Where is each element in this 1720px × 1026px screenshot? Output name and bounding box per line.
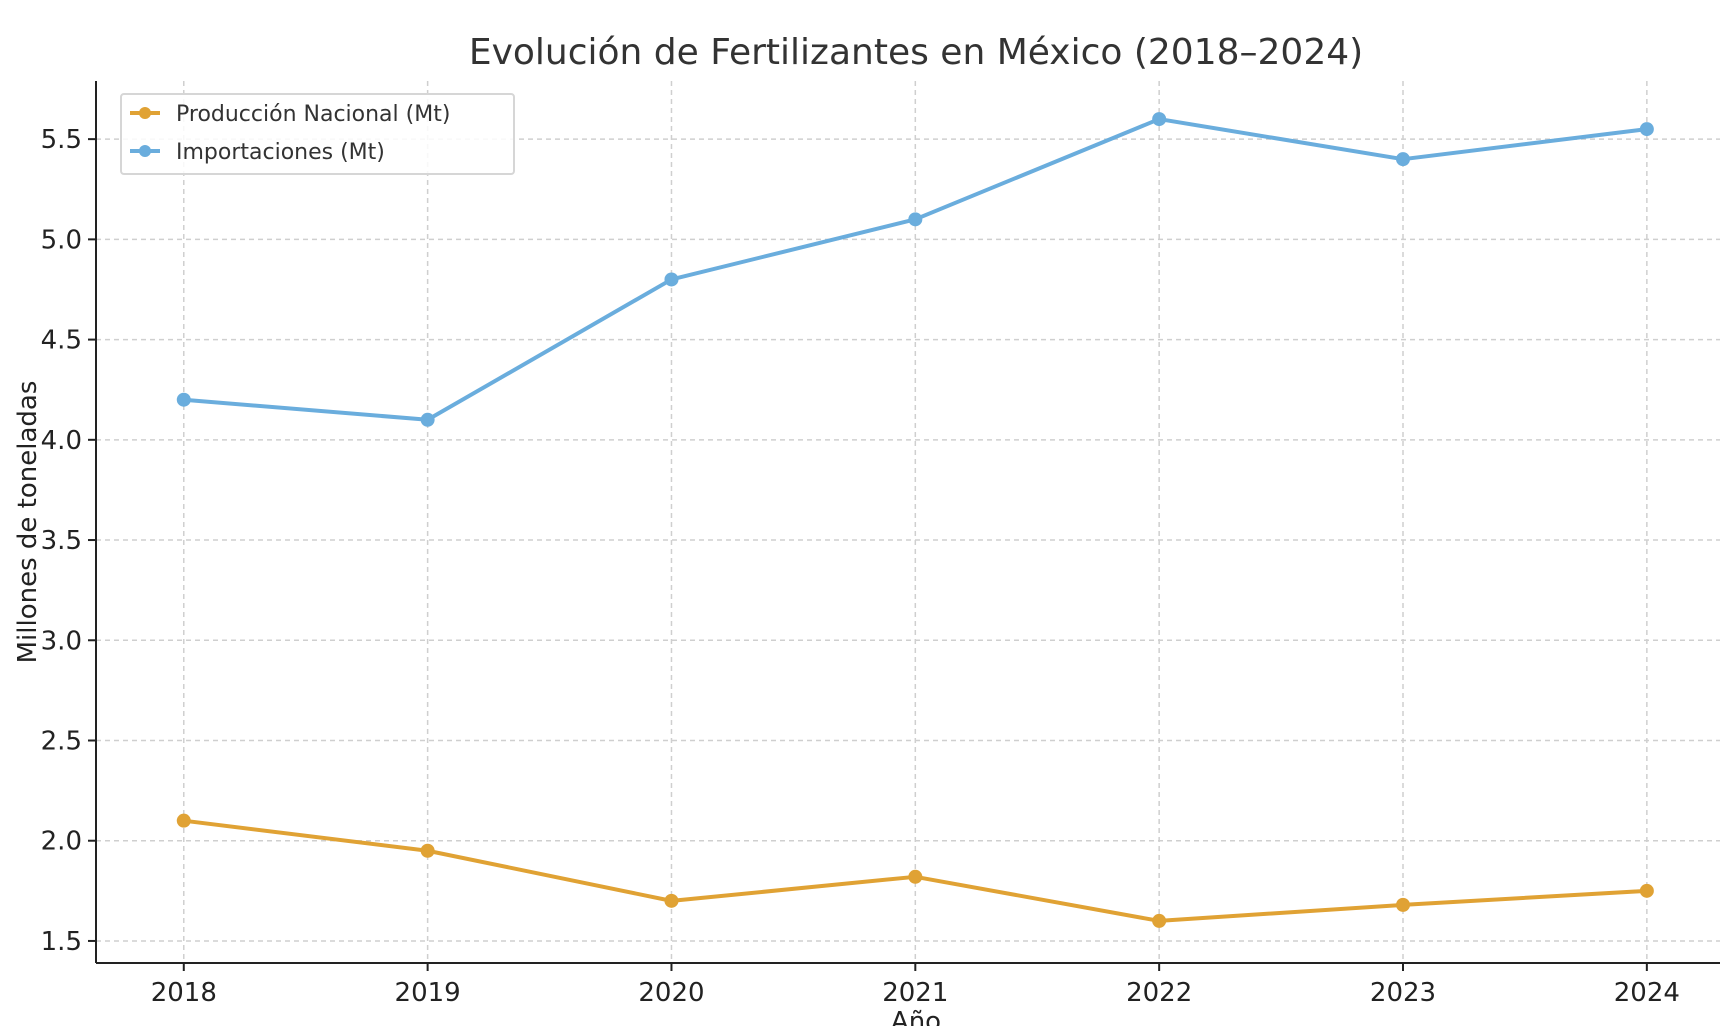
grid xyxy=(96,81,1720,963)
x-tick-label: 2019 xyxy=(395,978,461,1008)
data-point xyxy=(664,893,679,908)
y-tick-label: 2.5 xyxy=(41,726,82,756)
legend-label-produccion: Producción Nacional (Mt) xyxy=(176,102,450,127)
y-tick-label: 5.0 xyxy=(41,225,82,255)
data-point xyxy=(1396,152,1411,167)
x-tick-label: 2022 xyxy=(1126,978,1192,1008)
data-point xyxy=(1639,122,1654,137)
x-tick-label: 2020 xyxy=(638,978,704,1008)
data-point xyxy=(908,212,923,227)
data-point xyxy=(176,392,191,407)
x-tick-label: 2018 xyxy=(151,978,217,1008)
x-tick-label: 2024 xyxy=(1614,978,1680,1008)
legend: Producción Nacional (Mt) Importaciones (… xyxy=(120,93,515,175)
y-axis-label: Millones de toneladas xyxy=(13,381,43,664)
data-point xyxy=(176,813,191,828)
data-point xyxy=(1152,913,1167,928)
y-tick-label: 3.0 xyxy=(41,626,82,656)
y-tick-label: 5.5 xyxy=(41,125,82,155)
data-point xyxy=(420,843,435,858)
y-tick-label: 4.0 xyxy=(41,426,82,456)
x-tick-label: 2023 xyxy=(1370,978,1436,1008)
x-axis-label: Año xyxy=(891,1007,941,1026)
legend-box xyxy=(120,93,515,175)
data-point xyxy=(1639,883,1654,898)
axes xyxy=(95,81,1720,964)
legend-marker-importaciones xyxy=(139,145,151,157)
y-tick-label: 1.5 xyxy=(41,927,82,957)
legend-marker-produccion xyxy=(139,107,151,119)
y-tick-label: 4.5 xyxy=(41,326,82,356)
y-tick-label: 2.0 xyxy=(41,827,82,857)
y-tick-label: 3.5 xyxy=(41,526,82,556)
x-tick-label: 2021 xyxy=(882,978,948,1008)
chart-title: Evolución de Fertilizantes en México (20… xyxy=(469,32,1363,73)
ticks: 2018 2019 2020 2021 2022 2023 2024 1.5 2.0 2.5 3.0… xyxy=(41,125,1680,1008)
data-point xyxy=(664,272,679,287)
series-group xyxy=(176,112,1654,928)
legend-label-importaciones: Importaciones (Mt) xyxy=(176,140,385,165)
data-point xyxy=(908,869,923,884)
data-point xyxy=(1396,897,1411,912)
data-point xyxy=(420,412,435,427)
data-point xyxy=(1152,112,1167,127)
